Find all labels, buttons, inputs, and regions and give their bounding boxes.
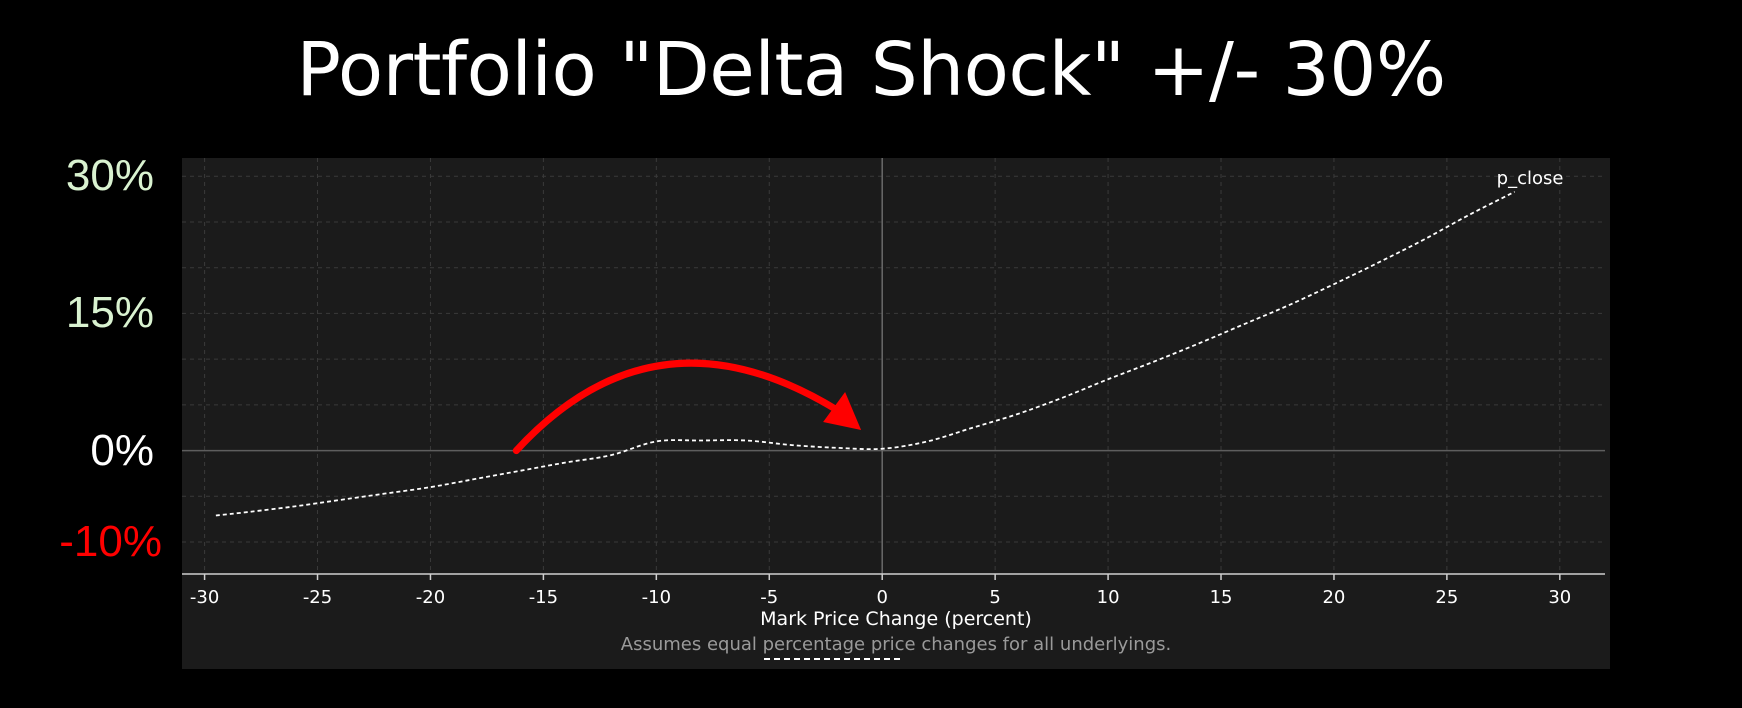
x-tick-label: 15 bbox=[1209, 587, 1233, 608]
chart-footnote: Assumes equal percentage price changes f… bbox=[620, 634, 1172, 655]
y-axis-label: -10% bbox=[59, 517, 162, 566]
series-label-p-close: p_close bbox=[1496, 167, 1564, 189]
x-tick-label: 0 bbox=[876, 587, 888, 608]
slide-title: Portfolio "Delta Shock" +/- 30% bbox=[296, 27, 1446, 113]
x-tick-label: -15 bbox=[528, 587, 559, 608]
y-axis-label: 0% bbox=[90, 425, 154, 475]
x-tick-label: 10 bbox=[1096, 587, 1120, 608]
y-axis-label: 30% bbox=[65, 151, 154, 201]
red-arrow-curve bbox=[512, 359, 841, 455]
x-tick-label: -30 bbox=[189, 587, 220, 608]
x-tick-label: -25 bbox=[302, 587, 333, 608]
y-axis-label: 15% bbox=[65, 288, 154, 338]
x-tick-label: -5 bbox=[760, 587, 779, 608]
x-tick-label: 25 bbox=[1435, 587, 1459, 608]
x-axis-label: Mark Price Change (percent) bbox=[760, 608, 1032, 630]
x-tick-label: 20 bbox=[1322, 587, 1346, 608]
series-line-p-close bbox=[215, 191, 1516, 517]
x-tick-label: 5 bbox=[989, 587, 1001, 608]
x-tick-label: 30 bbox=[1548, 587, 1572, 608]
chart-panel: -30 -25 -20 -15 -10 -5 0 5 10 15 20 25 30 p_close Ma… bbox=[182, 158, 1610, 669]
x-tick-label: -20 bbox=[415, 587, 446, 608]
legend-swatch bbox=[764, 658, 900, 660]
red-arrow-head bbox=[823, 392, 862, 431]
x-tick-label: -10 bbox=[641, 587, 672, 608]
delta-shock-chart bbox=[182, 158, 1605, 580]
